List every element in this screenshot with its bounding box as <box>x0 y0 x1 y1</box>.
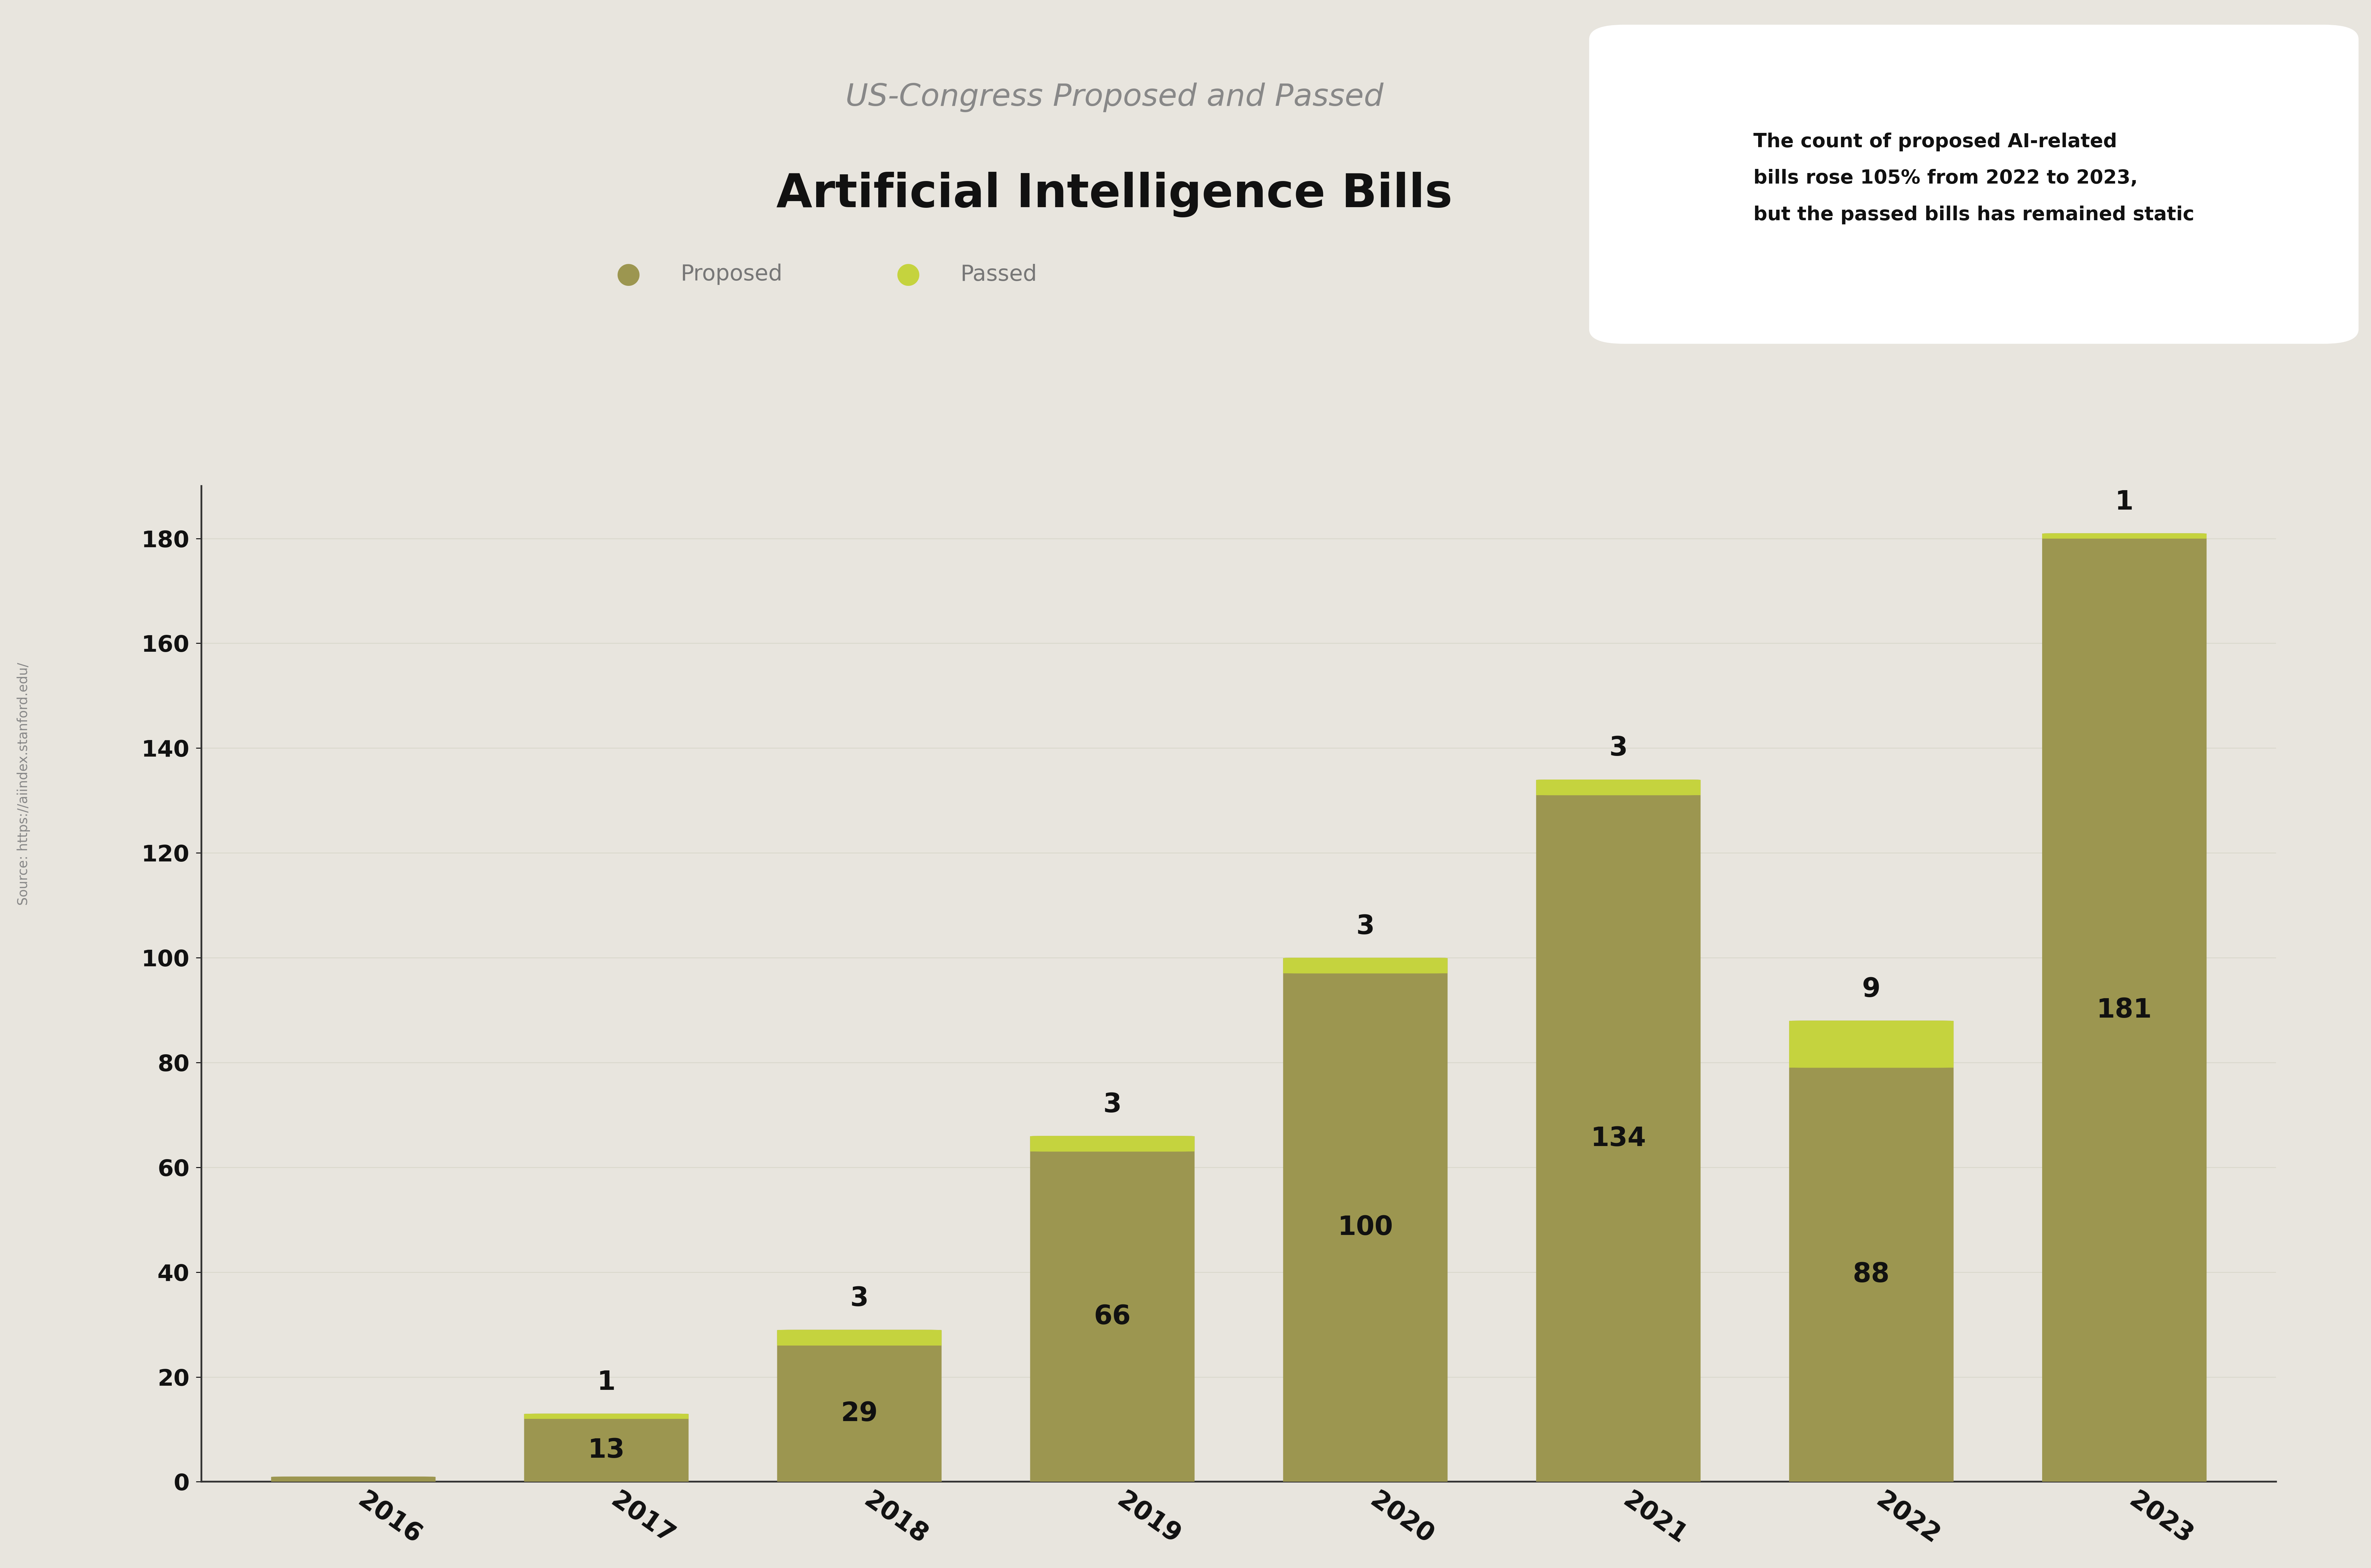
FancyBboxPatch shape <box>1589 25 2359 343</box>
Text: 134: 134 <box>1591 1126 1645 1151</box>
Text: 181: 181 <box>2096 997 2153 1022</box>
Text: The count of proposed AI-related
bills rose 105% from 2022 to 2023,
but the pass: The count of proposed AI-related bills r… <box>1755 133 2193 224</box>
FancyBboxPatch shape <box>1029 1135 1195 1482</box>
Text: 1: 1 <box>597 1369 616 1396</box>
FancyBboxPatch shape <box>1536 779 1700 1482</box>
FancyBboxPatch shape <box>524 1414 688 1419</box>
FancyBboxPatch shape <box>270 1477 436 1482</box>
FancyBboxPatch shape <box>1283 958 1449 1482</box>
Text: 9: 9 <box>1861 977 1880 1002</box>
Text: 3: 3 <box>1610 735 1627 760</box>
Text: 3: 3 <box>851 1286 868 1311</box>
Text: Passed: Passed <box>960 263 1036 285</box>
Text: 29: 29 <box>842 1400 877 1427</box>
FancyBboxPatch shape <box>778 1330 941 1482</box>
Text: 66: 66 <box>1093 1303 1131 1330</box>
Text: 100: 100 <box>1337 1215 1394 1240</box>
Text: Source: https://aiindex.stanford.edu/: Source: https://aiindex.stanford.edu/ <box>17 663 31 905</box>
Text: 3: 3 <box>1356 914 1375 939</box>
FancyBboxPatch shape <box>1283 958 1449 974</box>
Text: ●: ● <box>616 260 640 289</box>
Text: ●: ● <box>896 260 920 289</box>
Text: 1: 1 <box>2115 489 2134 514</box>
Text: 3: 3 <box>1103 1091 1121 1118</box>
FancyBboxPatch shape <box>2041 533 2207 1482</box>
Text: Artificial Intelligence Bills: Artificial Intelligence Bills <box>775 171 1453 218</box>
FancyBboxPatch shape <box>1790 1021 1954 1482</box>
FancyBboxPatch shape <box>778 1330 941 1345</box>
Text: US-Congress Proposed and Passed: US-Congress Proposed and Passed <box>846 83 1382 111</box>
FancyBboxPatch shape <box>1029 1135 1195 1151</box>
Text: 13: 13 <box>588 1438 626 1463</box>
FancyBboxPatch shape <box>524 1414 688 1482</box>
Text: Proposed: Proposed <box>680 263 782 285</box>
FancyBboxPatch shape <box>1536 779 1700 795</box>
Text: 88: 88 <box>1852 1262 1890 1287</box>
FancyBboxPatch shape <box>2041 533 2207 538</box>
FancyBboxPatch shape <box>1790 1021 1954 1068</box>
